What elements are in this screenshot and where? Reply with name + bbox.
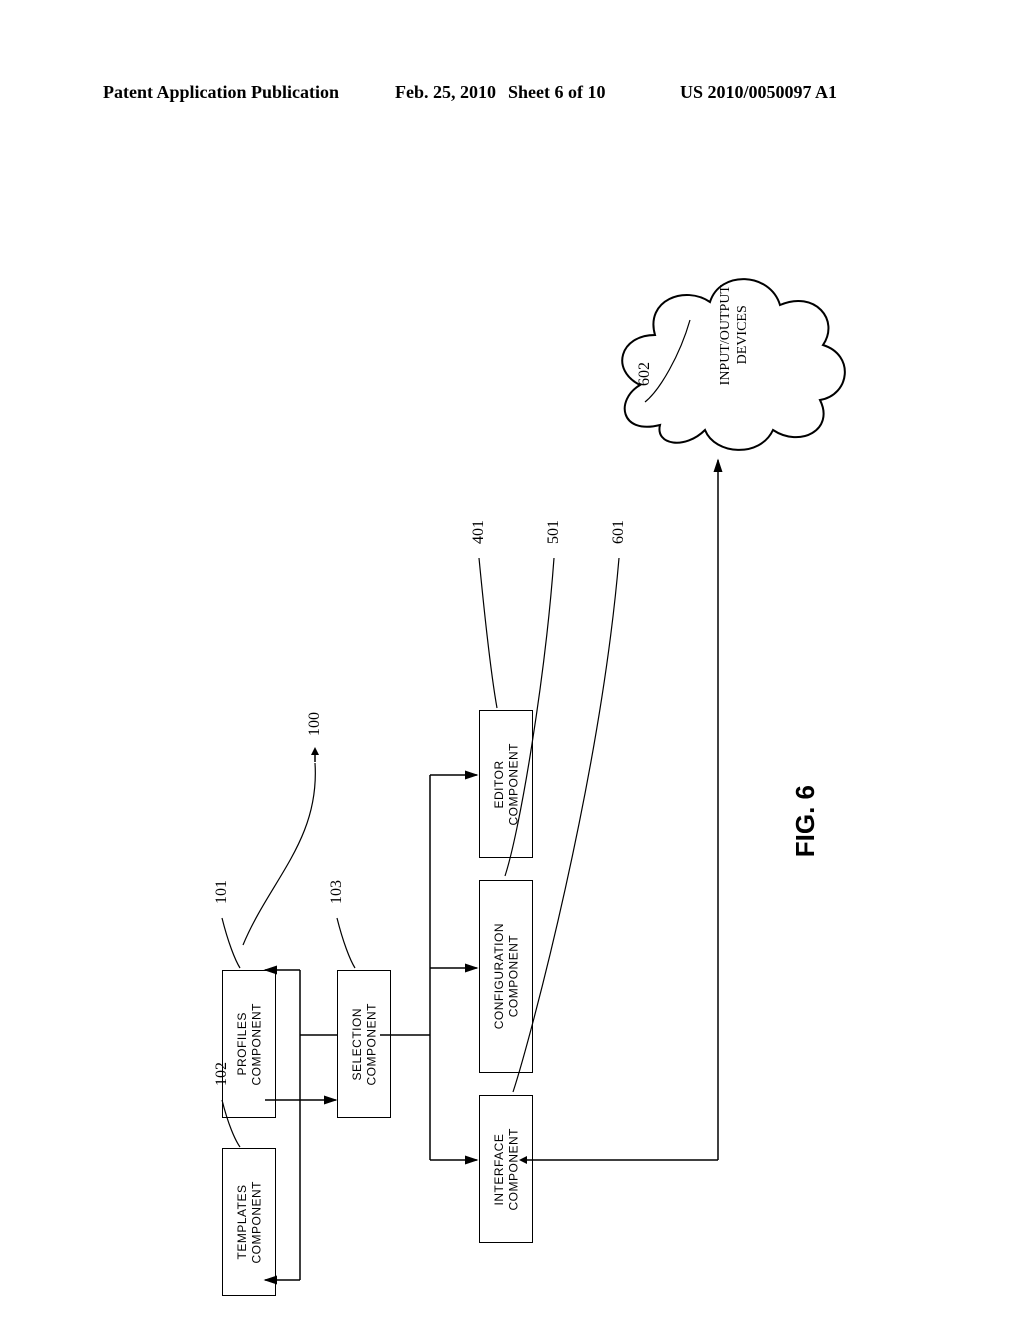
diagram-area: PROFILESCOMPONENT TEMPLATESCOMPONENT SEL… (0, 180, 1024, 1320)
header-publication: Patent Application Publication (103, 82, 339, 103)
header-date: Feb. 25, 2010 (395, 82, 496, 103)
connector-lines (0, 180, 1024, 1320)
header-sheet: Sheet 6 of 10 (508, 82, 606, 103)
header-id: US 2010/0050097 A1 (680, 82, 837, 103)
